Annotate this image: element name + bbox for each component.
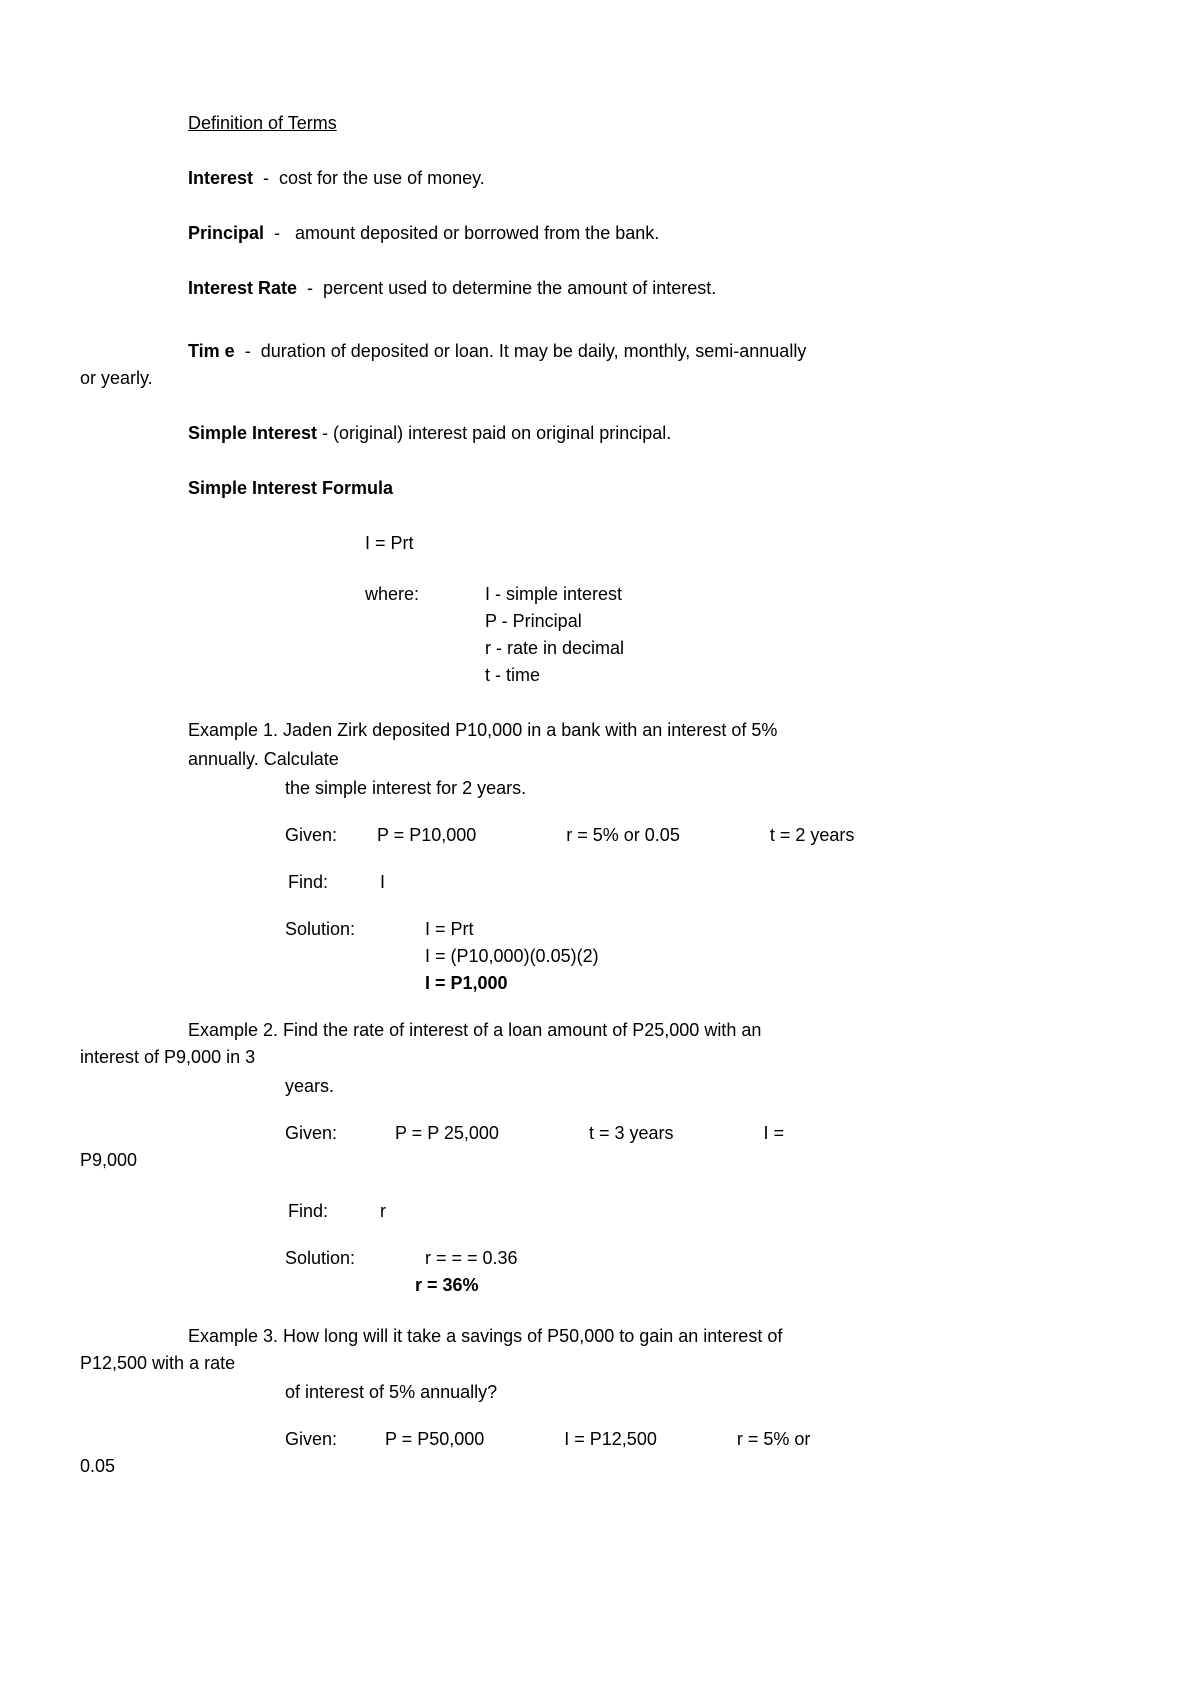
sep: -: [297, 278, 323, 298]
given-p: P = P50,000: [385, 1426, 484, 1453]
given-p: P = P 25,000: [395, 1120, 499, 1147]
definition-text-1: duration of deposited or loan. It may be…: [261, 341, 807, 361]
given-i-pre: I =: [763, 1120, 784, 1147]
definition-simple-interest: Simple Interest - (original) interest pa…: [188, 420, 1060, 447]
definition-text-2: or yearly.: [80, 365, 1060, 392]
definition-text: percent used to determine the amount of …: [323, 278, 716, 298]
sep: -: [264, 223, 295, 243]
example1-cont: the simple interest for 2 years.: [285, 775, 1060, 802]
given-p: P = P10,000: [377, 822, 476, 849]
where-block: where: I - simple interest P - Principal…: [365, 581, 1060, 689]
example2-find: Find: r: [288, 1198, 1060, 1225]
find-label: Find:: [288, 869, 380, 896]
definition-text: amount deposited or borrowed from the ba…: [295, 223, 659, 243]
find-label: Find:: [288, 1198, 380, 1225]
definition-time: Tim e - duration of deposited or loan. I…: [140, 338, 1060, 392]
term-simple-interest: Simple Interest: [188, 423, 317, 443]
example2-intro2: interest of P9,000 in 3: [80, 1044, 1060, 1071]
solution-step2: r = 36%: [415, 1272, 518, 1299]
given-label: Given:: [285, 822, 377, 849]
solution-label: Solution:: [285, 1245, 425, 1299]
where-item-t: t - time: [485, 662, 624, 689]
definition-text: (original) interest paid on original pri…: [333, 423, 671, 443]
definition-interest-rate: Interest Rate - percent used to determin…: [188, 275, 1060, 302]
given-label: Given:: [285, 1120, 395, 1147]
given-r: r = 5% or 0.05: [566, 822, 680, 849]
example3-given: Given: P = P50,000 I = P12,500 r = 5% or…: [140, 1426, 1060, 1480]
term-principal: Principal: [188, 223, 264, 243]
term-interest: Interest: [188, 168, 253, 188]
definition-text: cost for the use of money.: [279, 168, 485, 188]
find-val: I: [380, 869, 385, 896]
solution-step2: I = (P10,000)(0.05)(2): [425, 943, 599, 970]
section-title: Definition of Terms: [188, 110, 1060, 137]
given-i-post: P9,000: [80, 1147, 1000, 1174]
solution-label: Solution:: [285, 916, 425, 997]
where-item-i: I - simple interest: [485, 581, 624, 608]
given-label: Given:: [285, 1426, 385, 1453]
given-r-post: 0.05: [80, 1453, 1000, 1480]
given-t: t = 2 years: [770, 822, 855, 849]
solution-step1: r = = = 0.36: [425, 1245, 518, 1272]
example3-cont: of interest of 5% annually?: [285, 1379, 1060, 1406]
sep: -: [253, 168, 279, 188]
find-val: r: [380, 1198, 386, 1225]
solution-step1: I = Prt: [425, 916, 599, 943]
term-time: Tim e: [188, 341, 235, 361]
example1-solution: Solution: I = Prt I = (P10,000)(0.05)(2)…: [285, 916, 1060, 997]
formula: I = Prt: [365, 530, 1060, 557]
example3-intro-wrap: Example 3. How long will it take a savin…: [140, 1323, 1060, 1377]
solution-step3: I = P1,000: [425, 970, 599, 997]
example1-find: Find: I: [288, 869, 1060, 896]
example2-intro-wrap: Example 2. Find the rate of interest of …: [140, 1017, 1060, 1071]
example1-intro: Example 1. Jaden Zirk deposited P10,000 …: [188, 717, 1060, 744]
sep: -: [235, 341, 261, 361]
example3-intro2: P12,500 with a rate: [80, 1350, 1060, 1377]
given-i: I = P12,500: [564, 1426, 657, 1453]
example1-given: Given: P = P10,000 r = 5% or 0.05 t = 2 …: [285, 822, 1060, 849]
example2-given: Given: P = P 25,000 t = 3 years I = P9,0…: [140, 1120, 1060, 1174]
sep: -: [317, 423, 333, 443]
given-r-pre: r = 5% or: [737, 1426, 811, 1453]
example1-intro2: annually. Calculate: [188, 746, 1060, 773]
definition-principal: Principal - amount deposited or borrowed…: [188, 220, 1060, 247]
where-label: where:: [365, 581, 485, 689]
example2-cont: years.: [285, 1073, 1060, 1100]
formula-heading: Simple Interest Formula: [188, 475, 1060, 502]
given-t: t = 3 years: [589, 1120, 674, 1147]
example2-intro: Example 2. Find the rate of interest of …: [188, 1020, 761, 1040]
where-item-r: r - rate in decimal: [485, 635, 624, 662]
definition-interest: Interest - cost for the use of money.: [188, 165, 1060, 192]
example3-intro: Example 3. How long will it take a savin…: [188, 1326, 782, 1346]
where-item-p: P - Principal: [485, 608, 624, 635]
term-interest-rate: Interest Rate: [188, 278, 297, 298]
example2-solution: Solution: r = = = 0.36 r = 36%: [285, 1245, 1060, 1299]
